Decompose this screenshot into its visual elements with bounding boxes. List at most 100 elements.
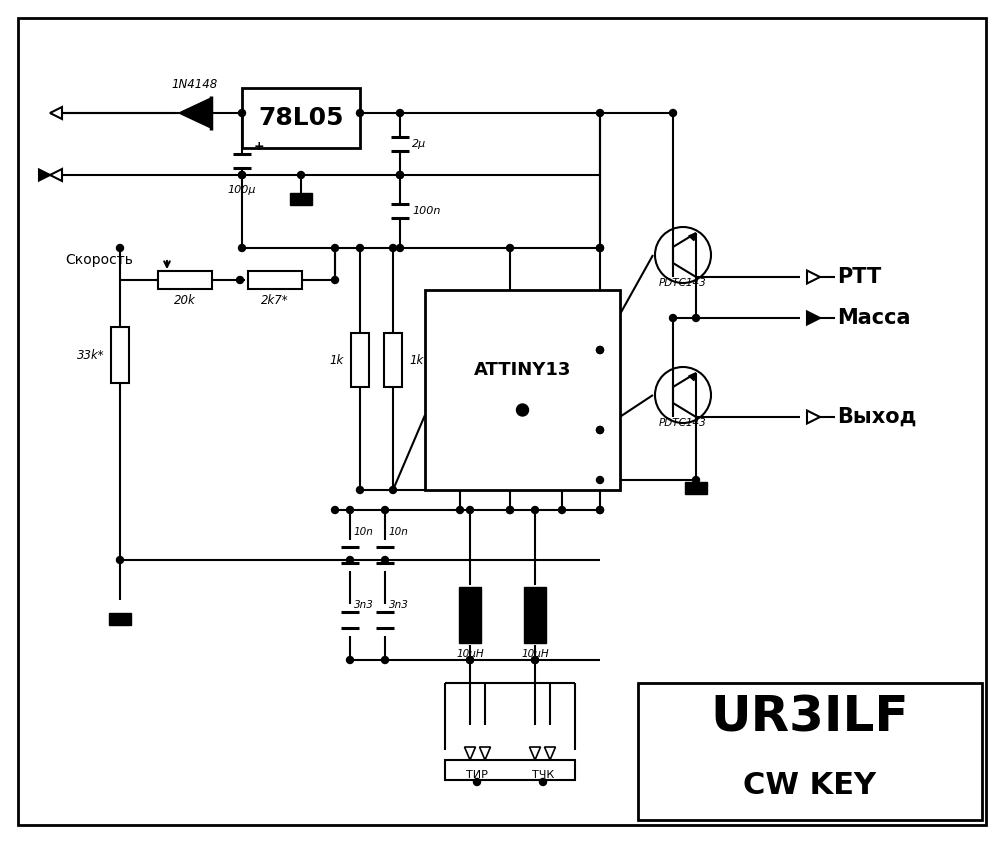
Circle shape: [346, 657, 353, 663]
Text: 3n3: 3n3: [354, 600, 373, 610]
Circle shape: [596, 507, 603, 513]
Polygon shape: [806, 411, 819, 423]
Text: 1k: 1k: [329, 353, 344, 367]
Bar: [242, 88, 360, 148]
Circle shape: [596, 476, 603, 484]
Polygon shape: [806, 271, 819, 283]
Text: 78L05: 78L05: [258, 106, 343, 130]
Text: ТЧК: ТЧК: [532, 770, 554, 780]
Circle shape: [531, 657, 538, 663]
Circle shape: [356, 244, 363, 251]
Polygon shape: [50, 169, 62, 181]
Circle shape: [396, 171, 403, 179]
Circle shape: [356, 486, 363, 493]
Circle shape: [531, 507, 538, 513]
Circle shape: [558, 507, 565, 513]
Circle shape: [331, 507, 338, 513]
Circle shape: [389, 486, 396, 493]
Circle shape: [506, 244, 513, 251]
Text: CW KEY: CW KEY: [743, 771, 876, 801]
Bar: [248, 271, 302, 289]
Bar: [109, 613, 130, 625]
Bar: [524, 587, 546, 643]
Bar: [444, 760, 575, 780]
Circle shape: [596, 244, 603, 251]
Text: PDTC143: PDTC143: [658, 278, 706, 288]
Polygon shape: [179, 98, 211, 128]
Text: 3n3: 3n3: [388, 600, 408, 610]
Polygon shape: [39, 169, 50, 180]
Circle shape: [596, 507, 603, 513]
Bar: [290, 193, 312, 205]
Circle shape: [239, 110, 246, 116]
Circle shape: [596, 346, 603, 353]
Circle shape: [116, 556, 123, 563]
Circle shape: [297, 171, 304, 179]
Bar: [351, 333, 369, 387]
Polygon shape: [50, 107, 62, 119]
Polygon shape: [464, 747, 475, 760]
Polygon shape: [688, 233, 695, 240]
Polygon shape: [529, 747, 540, 760]
Circle shape: [473, 778, 480, 786]
Text: 10n: 10n: [388, 527, 408, 537]
Bar: [111, 327, 128, 383]
Text: 10n: 10n: [354, 527, 373, 537]
Circle shape: [506, 507, 513, 513]
Circle shape: [239, 244, 246, 251]
Text: 100μ: 100μ: [228, 185, 256, 195]
Circle shape: [396, 171, 403, 179]
Circle shape: [331, 277, 338, 283]
Circle shape: [539, 778, 546, 786]
Polygon shape: [688, 373, 695, 380]
Text: 100n: 100n: [411, 206, 440, 216]
Bar: [684, 482, 706, 494]
Circle shape: [692, 314, 699, 321]
Text: Выход: Выход: [837, 407, 916, 427]
Circle shape: [692, 476, 699, 484]
Text: ТИР: ТИР: [465, 770, 487, 780]
Circle shape: [531, 657, 538, 663]
Text: 20k: 20k: [174, 294, 196, 307]
Bar: [383, 333, 401, 387]
Text: +: +: [254, 140, 265, 153]
Circle shape: [381, 657, 388, 663]
Circle shape: [669, 314, 676, 321]
Circle shape: [356, 110, 363, 116]
Circle shape: [239, 171, 246, 179]
Text: 10μH: 10μH: [521, 649, 549, 659]
Text: 2k7*: 2k7*: [261, 294, 289, 307]
Circle shape: [456, 507, 463, 513]
Circle shape: [346, 556, 353, 563]
Text: 1N4148: 1N4148: [172, 78, 218, 91]
Circle shape: [516, 404, 528, 416]
Text: 1k: 1k: [408, 353, 423, 367]
Circle shape: [381, 507, 388, 513]
Circle shape: [466, 507, 473, 513]
Circle shape: [669, 110, 676, 116]
Circle shape: [381, 556, 388, 563]
Bar: [424, 290, 620, 490]
Text: Скорость: Скорость: [65, 253, 132, 267]
Text: UR3ILF: UR3ILF: [710, 694, 909, 742]
Circle shape: [396, 244, 403, 251]
Text: PTT: PTT: [837, 267, 881, 287]
Circle shape: [116, 244, 123, 251]
Circle shape: [596, 346, 603, 353]
Text: PDTC143: PDTC143: [658, 418, 706, 428]
Polygon shape: [806, 312, 819, 325]
Bar: [157, 271, 212, 289]
Circle shape: [506, 507, 513, 513]
Circle shape: [596, 427, 603, 433]
Circle shape: [396, 110, 403, 116]
Circle shape: [466, 657, 473, 663]
Text: 2μ: 2μ: [411, 139, 426, 149]
Text: Масса: Масса: [837, 308, 910, 328]
Circle shape: [596, 110, 603, 116]
Bar: [458, 587, 480, 643]
Text: ATTINY13: ATTINY13: [473, 361, 571, 379]
Circle shape: [596, 244, 603, 251]
Circle shape: [389, 244, 396, 251]
Polygon shape: [479, 747, 490, 760]
Circle shape: [331, 244, 338, 251]
